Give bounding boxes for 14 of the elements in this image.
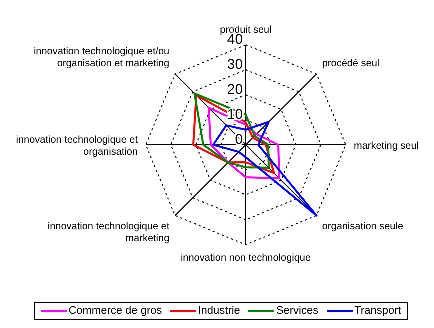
spoke-label: produit seul bbox=[220, 25, 272, 36]
spoke-label: innovation technologique et/ou organisation et marketing bbox=[34, 46, 170, 70]
spoke-label: innovation non technologique bbox=[180, 253, 312, 264]
spoke-label: organisation seule bbox=[322, 221, 404, 232]
spoke-label: procédé seul bbox=[322, 58, 380, 70]
spoke-label: marketing seul bbox=[354, 141, 420, 152]
y-tick-label: 30 bbox=[227, 56, 244, 72]
legend-label: Services bbox=[275, 305, 319, 317]
legend-label: Industrie bbox=[197, 305, 240, 317]
y-tick-label: 20 bbox=[227, 81, 244, 97]
spoke-label: innovation technologique et marketing bbox=[48, 221, 170, 244]
spoke-label: innovation technologique et organisation bbox=[16, 135, 138, 158]
legend-label: Transport bbox=[354, 305, 402, 317]
legend-label: Commerce de gros bbox=[68, 305, 162, 317]
